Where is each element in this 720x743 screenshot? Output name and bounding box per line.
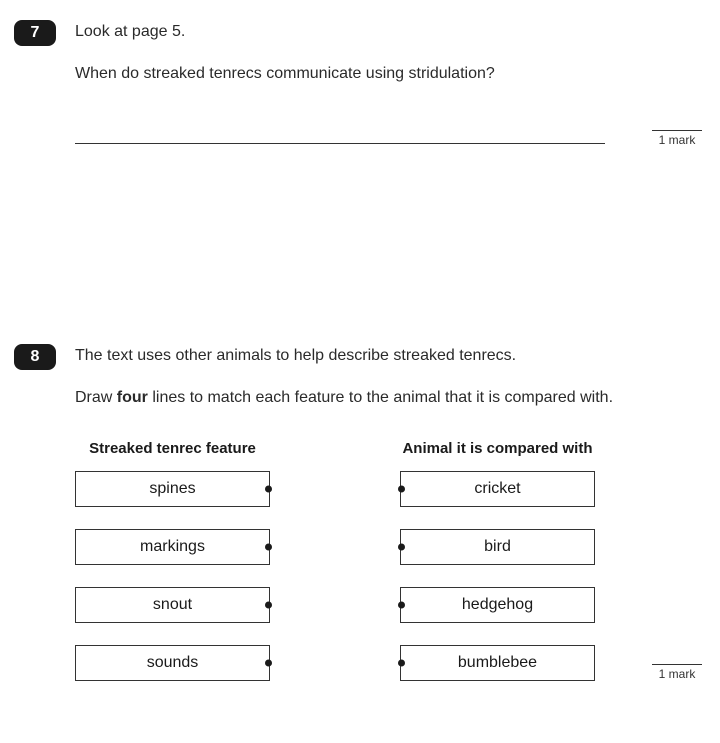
q7-line1: Look at page 5.: [75, 20, 660, 44]
connector-dot[interactable]: [265, 602, 272, 609]
feature-label: snout: [153, 596, 192, 614]
q7-line2: When do streaked tenrecs communicate usi…: [75, 62, 660, 86]
feature-box[interactable]: markings: [75, 529, 270, 565]
animal-box[interactable]: bird: [400, 529, 595, 565]
feature-label: sounds: [147, 654, 199, 672]
q8-line2b: four: [117, 389, 148, 406]
match-row: bumblebee: [400, 645, 595, 681]
q8-line2: Draw four lines to match each feature to…: [75, 386, 660, 410]
match-area: Streaked tenrec feature spines markings: [75, 440, 660, 703]
feature-label: markings: [140, 538, 205, 556]
match-row: snout: [75, 587, 270, 623]
match-row: cricket: [400, 471, 595, 507]
connector-dot[interactable]: [398, 544, 405, 551]
feature-label: spines: [149, 480, 195, 498]
q8-line1: The text uses other animals to help desc…: [75, 344, 660, 368]
connector-dot[interactable]: [398, 486, 405, 493]
connector-dot[interactable]: [398, 660, 405, 667]
animal-label: cricket: [474, 480, 520, 498]
connector-dot[interactable]: [265, 486, 272, 493]
feature-box[interactable]: sounds: [75, 645, 270, 681]
question-7: 7 Look at page 5. When do streaked tenre…: [0, 20, 720, 144]
animal-label: bird: [484, 538, 511, 556]
question-8-text: The text uses other animals to help desc…: [75, 344, 660, 410]
left-column-header: Streaked tenrec feature: [75, 440, 270, 457]
mark-allocation: 1 mark: [652, 130, 702, 147]
mark-text: 1 mark: [659, 667, 696, 681]
question-number-badge: 8: [14, 344, 56, 370]
animal-box[interactable]: cricket: [400, 471, 595, 507]
q8-line2a: Draw: [75, 389, 117, 406]
question-8: 8 The text uses other animals to help de…: [0, 344, 720, 703]
match-row: markings: [75, 529, 270, 565]
animal-label: bumblebee: [458, 654, 537, 672]
match-row: sounds: [75, 645, 270, 681]
left-column: Streaked tenrec feature spines markings: [75, 440, 270, 703]
match-row: hedgehog: [400, 587, 595, 623]
animal-box[interactable]: hedgehog: [400, 587, 595, 623]
feature-box[interactable]: snout: [75, 587, 270, 623]
right-column-header: Animal it is compared with: [400, 440, 595, 457]
right-column: Animal it is compared with cricket bird: [400, 440, 595, 703]
q8-line2c: lines to match each feature to the anima…: [148, 389, 613, 406]
connector-dot[interactable]: [265, 660, 272, 667]
answer-line[interactable]: [75, 104, 605, 144]
animal-label: hedgehog: [462, 596, 533, 614]
connector-dot[interactable]: [398, 602, 405, 609]
question-number-badge: 7: [14, 20, 56, 46]
question-7-text: Look at page 5. When do streaked tenrecs…: [75, 20, 660, 86]
connector-dot[interactable]: [265, 544, 272, 551]
animal-box[interactable]: bumblebee: [400, 645, 595, 681]
mark-allocation: 1 mark: [652, 664, 702, 681]
match-row: spines: [75, 471, 270, 507]
feature-box[interactable]: spines: [75, 471, 270, 507]
match-row: bird: [400, 529, 595, 565]
mark-text: 1 mark: [659, 133, 696, 147]
